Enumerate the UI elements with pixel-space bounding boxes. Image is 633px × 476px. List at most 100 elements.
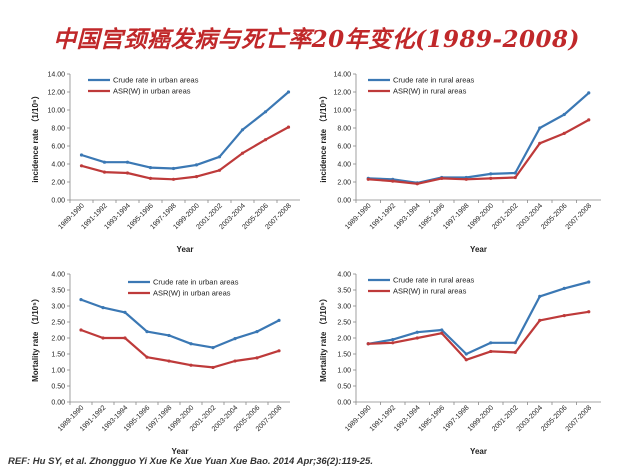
data-point xyxy=(240,128,245,132)
y-tick-label: 1.00 xyxy=(51,368,65,375)
reference-citation: REF: Hu SY, et al. Zhongguo Yi Xue Ke Xu… xyxy=(8,456,373,467)
data-point xyxy=(101,306,105,310)
series-line-asr xyxy=(368,310,589,361)
data-point xyxy=(587,280,591,284)
y-tick-label: 10.00 xyxy=(333,108,351,115)
x-tick-label: 2007-2008 xyxy=(565,404,594,433)
y-tick-label: 1.00 xyxy=(337,368,351,375)
data-point xyxy=(562,131,566,135)
data-point xyxy=(513,341,517,345)
y-tick-label: 0.00 xyxy=(51,400,65,407)
y-tick-label: 0.00 xyxy=(337,198,351,205)
data-point xyxy=(211,346,215,350)
legend-label: Crude rate in urban areas xyxy=(153,278,239,287)
legend-label: Crude rate in rural areas xyxy=(393,276,475,285)
y-tick-label: 10.00 xyxy=(47,108,65,115)
data-point xyxy=(513,171,517,175)
data-point xyxy=(538,141,542,145)
data-point xyxy=(562,314,566,318)
y-tick-label: 12.00 xyxy=(47,90,65,97)
series-line-crude xyxy=(80,298,280,349)
x-axis-title: Year xyxy=(470,245,487,254)
y-tick-label: 2.00 xyxy=(337,336,351,343)
y-tick-label: 1.50 xyxy=(337,352,351,359)
y-tick-label: 2.50 xyxy=(51,320,65,327)
data-point xyxy=(148,176,153,180)
data-point xyxy=(489,176,493,180)
y-tick-label: 2.50 xyxy=(337,320,351,327)
data-point xyxy=(125,171,130,175)
data-point xyxy=(286,125,291,129)
y-tick-label: 12.00 xyxy=(333,90,351,97)
data-point xyxy=(562,112,566,117)
data-point xyxy=(125,160,130,164)
x-tick-label: 2007-2008 xyxy=(565,202,594,231)
data-point xyxy=(240,151,245,155)
y-tick-label: 4.00 xyxy=(337,272,351,279)
data-point xyxy=(233,359,237,363)
data-point xyxy=(464,358,468,362)
data-point xyxy=(538,294,542,298)
legend-label: ASR(W) in urban areas xyxy=(113,87,191,96)
data-point xyxy=(194,163,199,167)
data-point xyxy=(489,172,493,176)
y-axis-title: incidence rate （1/10⁵） xyxy=(318,91,328,182)
data-point xyxy=(587,310,591,314)
y-tick-label: 0.00 xyxy=(337,400,351,407)
data-point xyxy=(464,352,468,356)
y-tick-label: 3.00 xyxy=(51,304,65,311)
data-point xyxy=(440,328,444,332)
y-tick-label: 2.00 xyxy=(51,336,65,343)
data-point xyxy=(587,91,591,95)
data-point xyxy=(123,336,127,340)
y-axis-title: Mortality rate （1/10⁵） xyxy=(30,294,40,382)
series-line-crude xyxy=(81,91,290,170)
data-point xyxy=(255,330,259,334)
data-point xyxy=(391,341,395,345)
y-tick-label: 14.00 xyxy=(47,72,65,79)
data-point xyxy=(538,126,542,130)
legend-label: Crude rate in rural areas xyxy=(393,76,475,85)
data-point xyxy=(489,341,493,345)
data-point xyxy=(440,331,444,335)
data-point xyxy=(145,355,149,359)
data-point xyxy=(464,177,468,181)
data-point xyxy=(79,328,83,332)
data-point xyxy=(277,349,281,353)
data-point xyxy=(286,90,291,94)
y-axis-title: incidence rate （1/10⁵） xyxy=(30,91,40,182)
data-point xyxy=(415,182,419,186)
legend-label: ASR(W) in urban areas xyxy=(153,289,231,298)
data-point xyxy=(167,359,171,363)
y-tick-label: 0.50 xyxy=(337,384,351,391)
data-point xyxy=(538,318,542,322)
data-point xyxy=(145,330,149,334)
data-point xyxy=(415,330,419,334)
data-point xyxy=(102,160,107,164)
y-tick-label: 14.00 xyxy=(333,72,351,79)
legend-label: ASR(W) in rural areas xyxy=(393,287,467,296)
data-point xyxy=(255,356,259,360)
data-point xyxy=(562,286,566,290)
data-point xyxy=(167,333,171,338)
data-point xyxy=(217,168,222,172)
series-line-asr xyxy=(368,118,590,185)
data-point xyxy=(391,179,395,183)
y-tick-label: 0.00 xyxy=(51,198,65,205)
data-point xyxy=(263,110,268,114)
y-tick-label: 2.00 xyxy=(51,180,65,187)
data-point xyxy=(391,338,395,342)
y-tick-label: 8.00 xyxy=(337,126,351,133)
y-tick-label: 6.00 xyxy=(337,144,351,151)
series-line-crude xyxy=(368,92,590,185)
data-point xyxy=(440,176,444,180)
rural-incidence-chart: 0.002.004.006.008.0010.0012.0014.001989-… xyxy=(318,72,601,254)
data-point xyxy=(277,318,281,322)
data-point xyxy=(189,342,193,346)
y-tick-label: 8.00 xyxy=(51,126,65,133)
urban-incidence-chart: 0.002.004.006.008.0010.0012.0014.001989-… xyxy=(30,72,300,254)
y-tick-label: 0.50 xyxy=(51,384,65,391)
data-point xyxy=(211,365,215,370)
x-axis-title: Year xyxy=(470,447,487,456)
data-point xyxy=(79,164,84,168)
